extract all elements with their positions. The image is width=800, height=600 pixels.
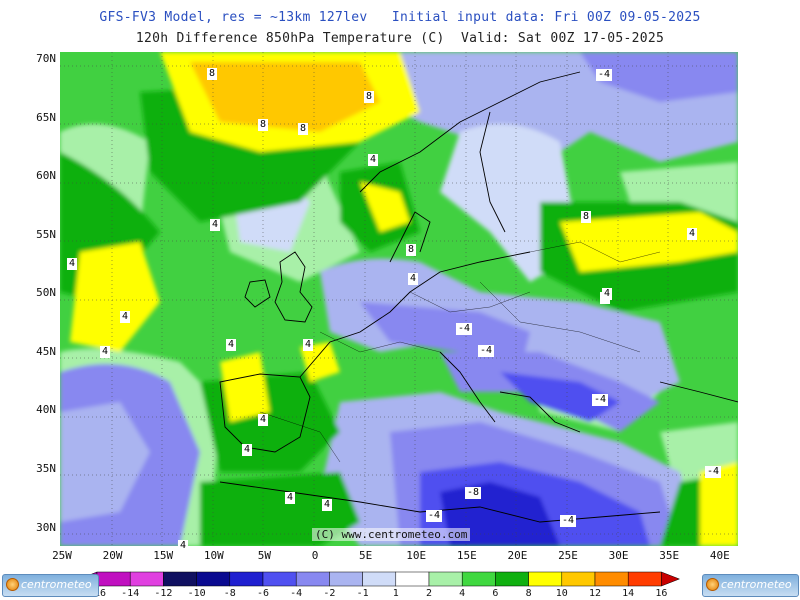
colorbar-tick-label: 1 xyxy=(392,588,399,599)
colorbar-tick-label: -14 xyxy=(121,588,140,599)
longitude-label: 25W xyxy=(52,549,72,562)
copyright-text: (C) www.centrometeo.com xyxy=(312,528,471,541)
contour-label: 4 xyxy=(226,339,237,351)
latitude-label: 45N xyxy=(36,345,56,358)
longitude-label: 10E xyxy=(406,549,427,562)
colorbar-swatch xyxy=(461,571,496,587)
colorbar-tick-label: 4 xyxy=(459,588,466,599)
colorbar-tick-label: -6 xyxy=(256,588,270,599)
latitude-label: 60N xyxy=(36,169,56,182)
contour-label: 4 xyxy=(210,219,221,231)
title-line-1: GFS-FV3 Model, res = ~13km 127lev Initia… xyxy=(99,10,701,25)
contour-label: 4 xyxy=(242,444,253,456)
contour-label: 4 xyxy=(120,311,131,323)
colorbar-swatch xyxy=(362,571,397,587)
contour-label: -4 xyxy=(426,510,443,522)
colorbar-swatch xyxy=(229,571,264,587)
colorbar-swatch xyxy=(428,571,463,587)
contour-label: 4 xyxy=(322,499,333,511)
colorbar-swatch xyxy=(528,571,563,587)
colorbar-swatch xyxy=(262,571,297,587)
colorbar-swatch xyxy=(163,571,197,587)
logo-sun-icon xyxy=(6,578,19,591)
contour-label: 8 xyxy=(258,119,269,131)
colorbar-tick-label: 14 xyxy=(622,588,635,599)
colorbar-tick-label: -10 xyxy=(187,588,206,599)
longitude-label: 15E xyxy=(456,549,477,562)
contour-label: 4 xyxy=(408,273,419,285)
colorbar-swatch xyxy=(295,571,330,587)
colorbar-tick-label: 2 xyxy=(425,588,433,599)
contour-label: 8 xyxy=(298,123,309,135)
colorbar-swatch xyxy=(594,571,629,587)
colorbar-tick-label: -12 xyxy=(154,588,173,599)
longitude-label: 30E xyxy=(608,549,629,562)
logo-left: centrometeo xyxy=(2,574,99,597)
contour-label: -4 xyxy=(478,345,495,357)
logo-right-text: centrometeo xyxy=(721,578,792,591)
contour-label: 4 xyxy=(67,258,78,270)
colorbar-swatch xyxy=(627,571,662,587)
colorbar-tick-label: 16 xyxy=(655,588,668,599)
contour-label: -4 xyxy=(596,69,613,81)
contour-label: -4 xyxy=(456,323,473,335)
longitude-label: 20E xyxy=(507,549,528,562)
latitude-label: 70N xyxy=(36,52,56,65)
longitude-label: 5W xyxy=(257,549,272,562)
colorbar-arrow-high xyxy=(661,571,681,587)
colorbar-tick-label: 8 xyxy=(525,588,532,599)
colorbar-tick-label: -8 xyxy=(223,588,236,599)
contour-label: 8 xyxy=(581,211,592,223)
contour-label: -4 xyxy=(705,466,722,478)
colorbar-tick-label: 10 xyxy=(555,588,568,599)
longitude-label: 15W xyxy=(153,549,174,562)
contour-label: 4 xyxy=(368,154,379,166)
longitude-label: 5E xyxy=(358,549,373,562)
contour-label: 4 xyxy=(303,339,314,351)
longitude-label: 35E xyxy=(659,549,680,562)
longitude-label: 10W xyxy=(203,549,224,562)
contour-label: 4 xyxy=(100,346,111,358)
title-line-2: 120h Difference 850hPa Temperature (C) V… xyxy=(135,31,665,46)
contour-label: 4 xyxy=(602,288,613,300)
contour-label: 4 xyxy=(178,540,189,552)
contour-label: 8 xyxy=(406,244,417,256)
logo-right: centrometeo xyxy=(702,574,799,597)
latitude-label: 65N xyxy=(36,111,56,124)
latitude-label: 35N xyxy=(36,462,56,475)
logo-left-text: centrometeo xyxy=(21,578,92,591)
colorbar-swatch xyxy=(329,571,363,587)
contour-label: 4 xyxy=(687,228,698,240)
colorbar-tick-label: -4 xyxy=(290,588,303,599)
latitude-label: 50N xyxy=(36,286,56,299)
colorbar-swatch xyxy=(196,571,231,587)
colorbar-tick-label: -2 xyxy=(323,588,336,599)
colorbar-tick-label: -1 xyxy=(356,588,369,599)
contour-label: 4 xyxy=(258,414,269,426)
longitude-label: 20W xyxy=(102,549,123,562)
latitude-label: 40N xyxy=(36,403,56,416)
colorbar-swatch xyxy=(395,571,430,587)
contour-label: 8 xyxy=(364,91,375,103)
colorbar-swatch xyxy=(495,571,529,587)
contour-label: 8 xyxy=(207,68,218,80)
longitude-label: 0 xyxy=(311,549,319,562)
latitude-label: 55N xyxy=(36,228,56,241)
contour-label: 4 xyxy=(285,492,296,504)
colorbar-swatch xyxy=(561,571,596,587)
contour-label: -4 xyxy=(560,515,577,527)
colorbar-swatch xyxy=(96,571,131,587)
colorbar-swatch xyxy=(129,571,164,587)
latitude-label: 30N xyxy=(36,521,56,534)
colorbar-tick-label: 12 xyxy=(588,588,602,599)
contour-label: -8 xyxy=(465,487,482,499)
contour-label: -4 xyxy=(592,394,609,406)
longitude-label: 25E xyxy=(558,549,578,562)
colorbar-tick-label: 6 xyxy=(492,588,499,599)
longitude-label: 40E xyxy=(709,549,730,562)
logo-sun-icon xyxy=(706,578,719,591)
